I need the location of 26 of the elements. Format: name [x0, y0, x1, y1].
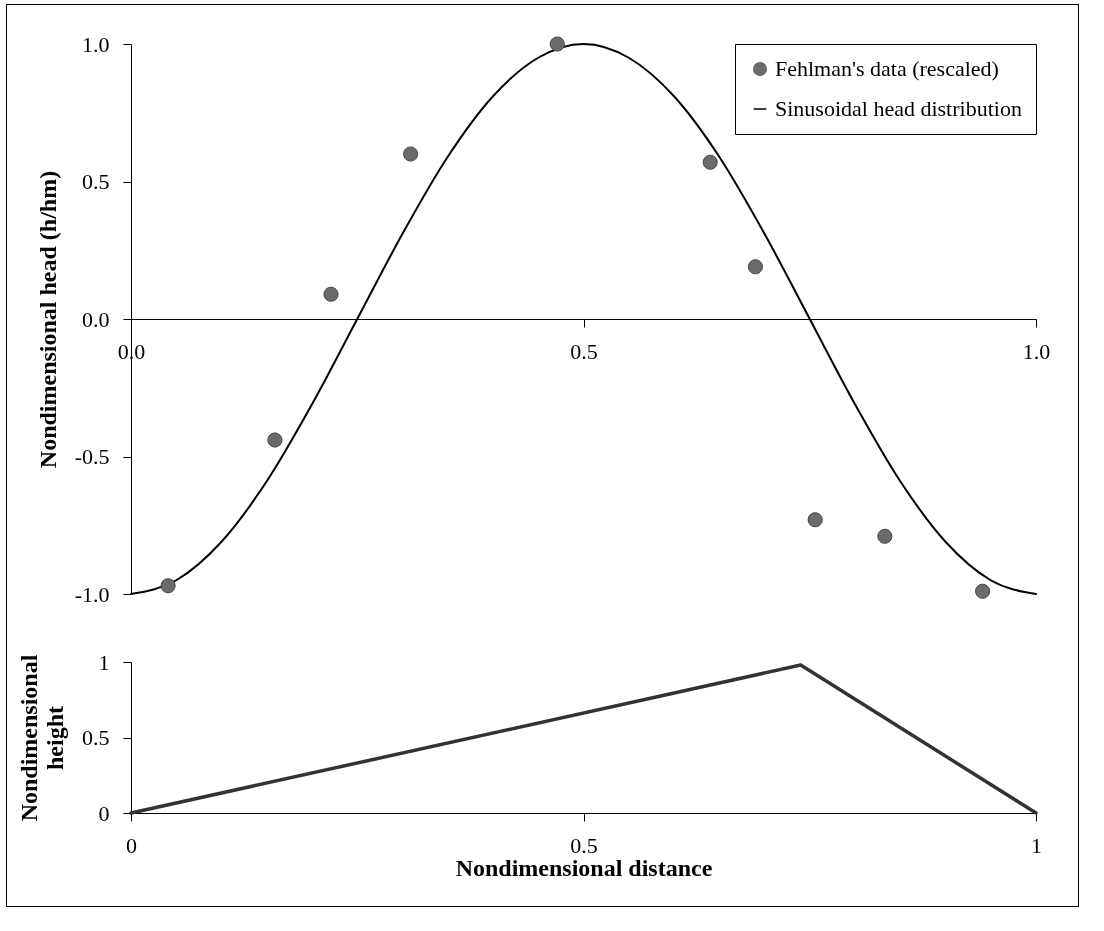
y-tick-label: 0.0: [82, 306, 110, 332]
point: [549, 36, 565, 52]
point: [267, 432, 283, 448]
x-tick-label: 0.5: [570, 338, 598, 364]
x-tick-label: 0: [126, 832, 137, 858]
y-axis-title: Nondimensional head (h/hm): [34, 170, 61, 469]
point: [975, 583, 991, 599]
point: [807, 512, 823, 528]
y-tick-label: 0.5: [82, 725, 110, 750]
x-tick-label: 1: [1031, 832, 1042, 858]
point: [877, 528, 893, 544]
point: [403, 146, 419, 162]
legend-label: Fehlman's data (rescaled): [775, 56, 999, 81]
point: [323, 286, 339, 302]
y-tick-label: -0.5: [74, 444, 110, 469]
y-tick-label: 0: [98, 800, 110, 826]
y-tick-label: 1: [98, 649, 110, 675]
point: [160, 578, 176, 594]
legend-label: Sinusoidal head distribution: [775, 96, 1022, 121]
x-tick-label: 1.0: [1022, 338, 1051, 364]
y-tick-label: 0.5: [82, 169, 110, 194]
point: [702, 154, 718, 170]
point: [747, 259, 764, 275]
y-axis-title: Nondimensional height: [16, 654, 68, 822]
y-tick-label: -1.0: [74, 581, 110, 607]
y-tick-label: 1.0: [82, 31, 110, 57]
